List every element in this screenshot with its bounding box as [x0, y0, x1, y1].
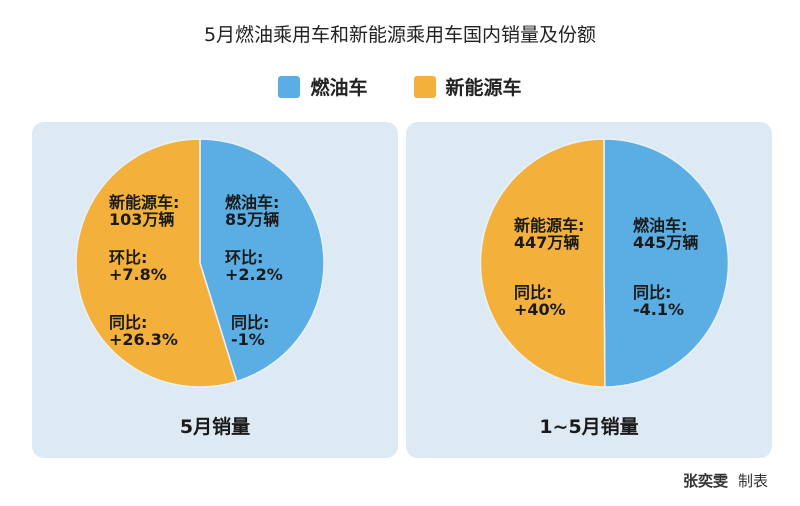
fuel-sales-label: 燃油车: — [225, 193, 280, 212]
pie-chart-may — [75, 138, 325, 388]
credit: 张奕雯 制表 — [683, 470, 768, 491]
fuel-mom-label: 环比: — [225, 248, 264, 267]
nev-ytd-yoy-value: +40% — [514, 300, 566, 319]
nev-yoy-label: 同比: — [109, 313, 148, 332]
fuel-mom-value: +2.2% — [225, 265, 283, 284]
pie-slice-nev — [75, 138, 238, 388]
fuel-yoy-label: 同比: — [231, 313, 270, 332]
fuel-sales-value: 85万辆 — [225, 210, 280, 229]
chart-title: 5月燃油乘用车和新能源乘用车国内销量及份额 — [203, 24, 597, 46]
pie-chart-jan-may — [479, 138, 730, 388]
nev-sales-label: 新能源车: — [109, 193, 180, 212]
legend-item-nev: 新能源车 — [413, 73, 522, 100]
nev-ytd-yoy-label: 同比: — [514, 283, 553, 302]
nev-sales-value: 103万辆 — [109, 210, 175, 229]
fuel-ytd-yoy-label: 同比: — [633, 283, 672, 302]
pie-slice-fuel — [199, 138, 325, 383]
legend-label-fuel: 燃油车 — [310, 77, 368, 99]
panel-caption-jan-may: 1~5月销量 — [539, 416, 639, 438]
panel-caption-may: 5月销量 — [179, 416, 251, 438]
pie-slice-nev — [479, 138, 606, 388]
credit-author: 张奕雯 — [682, 472, 728, 490]
pie-slice-fuel — [603, 138, 730, 388]
panel-may: 新能源车: 103万辆 环比: +7.8% 同比: +26.3% 燃油车: 85… — [32, 122, 398, 458]
nev-mom-value: +7.8% — [109, 265, 167, 284]
nev-mom-label: 环比: — [109, 248, 148, 267]
nev-ytd-sales-label: 新能源车: — [514, 216, 585, 235]
legend-swatch-nev — [413, 75, 436, 98]
panel-jan-may: 新能源车: 447万辆 同比: +40% 燃油车: 445万辆 同比: -4.1… — [406, 122, 772, 458]
fuel-ytd-sales-value: 445万辆 — [633, 233, 699, 252]
credit-suffix: 制表 — [737, 472, 768, 490]
legend-item-fuel: 燃油车 — [278, 73, 368, 100]
legend-swatch-fuel — [278, 75, 301, 98]
nev-ytd-sales-value: 447万辆 — [514, 233, 580, 252]
fuel-ytd-sales-label: 燃油车: — [633, 216, 688, 235]
legend: 燃油车 新能源车 — [0, 73, 800, 100]
nev-yoy-value: +26.3% — [109, 330, 178, 349]
fuel-ytd-yoy-value: -4.1% — [633, 300, 685, 319]
legend-label-nev: 新能源车 — [445, 77, 522, 99]
fuel-yoy-value: -1% — [231, 330, 265, 349]
